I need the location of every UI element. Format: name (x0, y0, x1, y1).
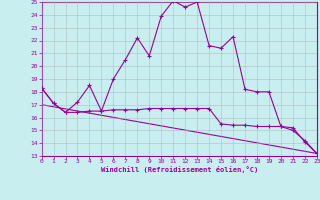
X-axis label: Windchill (Refroidissement éolien,°C): Windchill (Refroidissement éolien,°C) (100, 166, 258, 173)
